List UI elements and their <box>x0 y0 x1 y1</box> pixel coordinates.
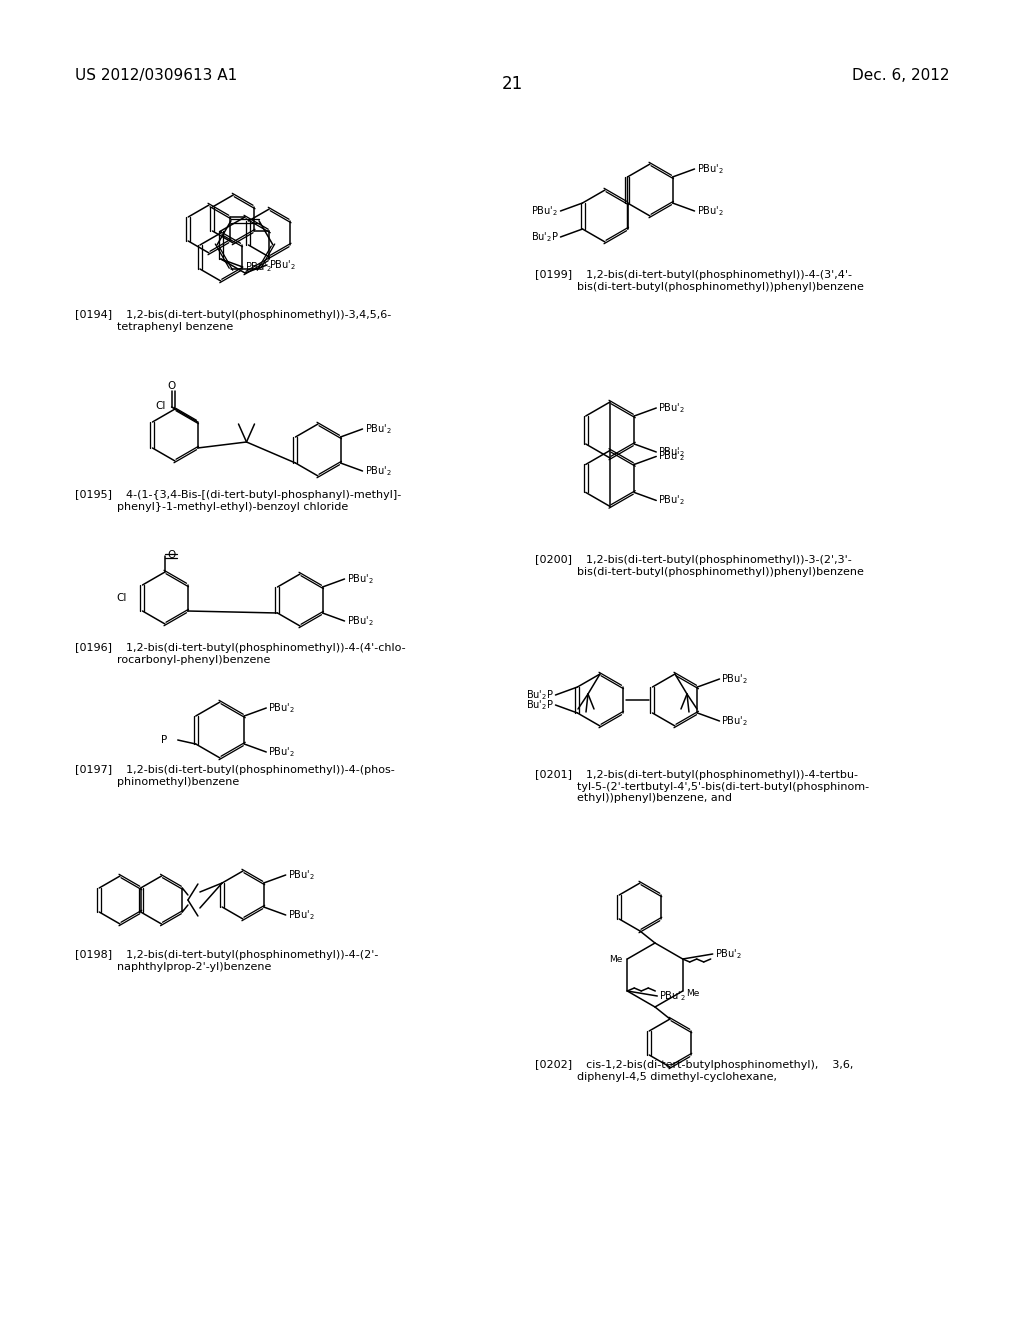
Text: [0197]    1,2-bis(di-tert-butyl(phosphinomethyl))-4-(phos-
            phinometh: [0197] 1,2-bis(di-tert-butyl(phosphinome… <box>75 766 394 787</box>
Text: PBu'$_2$: PBu'$_2$ <box>346 572 374 586</box>
Text: PBu'$_2$: PBu'$_2$ <box>658 494 685 507</box>
Text: PBu'$_2$: PBu'$_2$ <box>658 445 685 459</box>
Text: PBu'$_2$: PBu'$_2$ <box>658 401 685 414</box>
Text: Bu'$_2$P: Bu'$_2$P <box>525 688 554 702</box>
Text: P: P <box>161 735 167 744</box>
Text: PBu'$_2$: PBu'$_2$ <box>658 450 685 463</box>
Text: [0200]    1,2-bis(di-tert-butyl(phosphinomethyl))-3-(2',3'-
            bis(di-t: [0200] 1,2-bis(di-tert-butyl(phosphinome… <box>535 554 864 577</box>
Text: Bu'$_2$P: Bu'$_2$P <box>525 698 554 711</box>
Text: PBu'$_2$: PBu'$_2$ <box>346 614 374 628</box>
Text: PBu'$_2$: PBu'$_2$ <box>365 465 391 478</box>
Text: Cl: Cl <box>117 593 127 603</box>
Text: [0201]    1,2-bis(di-tert-butyl(phosphinomethyl))-4-tertbu-
            tyl-5-(2: [0201] 1,2-bis(di-tert-butyl(phosphinome… <box>535 770 869 803</box>
Text: PBu'$_2$: PBu'$_2$ <box>659 989 686 1003</box>
Text: PBu'$_2$: PBu'$_2$ <box>696 205 724 218</box>
Text: PBu'$_2$: PBu'$_2$ <box>715 948 741 961</box>
Text: PBu'$_2$: PBu'$_2$ <box>365 422 391 436</box>
Text: PBu'$_2$: PBu'$_2$ <box>722 672 749 686</box>
Text: Dec. 6, 2012: Dec. 6, 2012 <box>853 69 950 83</box>
Text: [0198]    1,2-bis(di-tert-butyl(phosphinomethyl))-4-(2'-
            naphthylpro: [0198] 1,2-bis(di-tert-butyl(phosphinome… <box>75 950 379 972</box>
Text: PBu'$_2$: PBu'$_2$ <box>245 260 271 275</box>
Text: Cl: Cl <box>156 401 166 411</box>
Text: [0202]    cis-1,2-bis(di-tert-butylphosphinomethyl),    3,6,
            dipheny: [0202] cis-1,2-bis(di-tert-butylphosphin… <box>535 1060 853 1081</box>
Text: Bu'$_2$P: Bu'$_2$P <box>530 230 558 244</box>
Text: PBu'$_2$: PBu'$_2$ <box>288 869 314 882</box>
Text: PBu'$_2$: PBu'$_2$ <box>722 714 749 727</box>
Text: [0195]    4-(1-{3,4-Bis-[(di-tert-butyl-phosphanyl)-methyl]-
            phenyl}: [0195] 4-(1-{3,4-Bis-[(di-tert-butyl-pho… <box>75 490 401 512</box>
Text: O: O <box>167 381 176 391</box>
Text: PBu'$_2$: PBu'$_2$ <box>696 162 724 176</box>
Text: O: O <box>167 550 175 560</box>
Text: Me: Me <box>686 989 699 998</box>
Text: PBu'$_2$: PBu'$_2$ <box>269 259 296 272</box>
Text: 21: 21 <box>502 75 522 92</box>
Text: [0199]    1,2-bis(di-tert-butyl(phosphinomethyl))-4-(3',4'-
            bis(di-t: [0199] 1,2-bis(di-tert-butyl(phosphinome… <box>535 271 864 292</box>
Text: PBu'$_2$: PBu'$_2$ <box>531 205 558 218</box>
Text: [0194]    1,2-bis(di-tert-butyl(phosphinomethyl))-3,4,5,6-
            tetraphen: [0194] 1,2-bis(di-tert-butyl(phosphinome… <box>75 310 391 331</box>
Text: PBu'$_2$: PBu'$_2$ <box>268 701 295 715</box>
Text: [0196]    1,2-bis(di-tert-butyl(phosphinomethyl))-4-(4'-chlo-
            rocarb: [0196] 1,2-bis(di-tert-butyl(phosphinome… <box>75 643 406 664</box>
Text: PBu'$_2$: PBu'$_2$ <box>268 744 295 759</box>
Text: US 2012/0309613 A1: US 2012/0309613 A1 <box>75 69 238 83</box>
Text: PBu'$_2$: PBu'$_2$ <box>288 908 314 921</box>
Text: Me: Me <box>609 954 623 964</box>
